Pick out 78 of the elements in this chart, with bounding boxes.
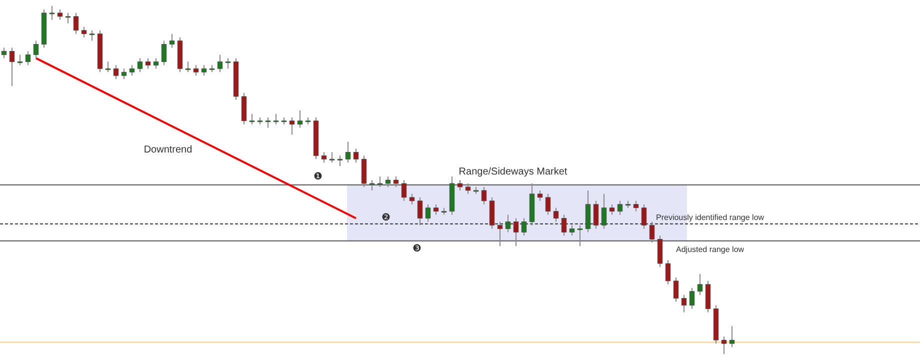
candlestick [169,33,175,48]
candlestick [513,218,519,247]
candlestick [89,30,95,42]
candlestick [721,336,727,354]
candlestick [265,116,271,128]
candlestick [697,273,703,296]
candlestick [145,58,151,70]
candlestick [369,180,375,191]
candlestick [1,47,7,59]
candlestick [329,152,335,164]
candlestick [289,116,295,136]
candlestick [193,64,199,76]
candlestick [153,58,159,70]
candlestick [401,180,407,202]
candlestick [633,200,639,212]
candlestick [25,50,31,66]
candlestick [689,287,695,310]
annotation: ❸ [412,244,422,255]
candlestick [49,6,55,20]
candlestick [569,224,575,236]
candlestick [561,214,567,236]
annotation: Downtrend [144,144,192,156]
candlestick [57,8,63,20]
annotation: ❷ [382,212,390,224]
candlestick [121,68,127,80]
candlestick [217,54,223,73]
candlestick [201,64,207,76]
candlestick [161,40,167,66]
candlestick [481,186,487,205]
candlestick [393,176,399,188]
candlestick [81,26,87,38]
candlestick [353,148,359,164]
candlestick [9,47,15,87]
candlestick [425,204,431,222]
candlestick [681,294,687,313]
candlestick [457,180,463,191]
candlestick [73,12,79,34]
candlestick [185,61,191,73]
candlestick [649,221,655,244]
candlestick [577,224,583,247]
candlestick [617,200,623,216]
candlestick [673,276,679,302]
candlestick [601,193,607,230]
candlestick [665,260,671,285]
candlestick [33,40,39,59]
candlestick [641,204,647,230]
candlestick [345,141,351,164]
candlestick [537,190,543,202]
candlestick [385,176,391,188]
candlestick [65,12,71,24]
candlestick [545,193,551,216]
candlestick [225,58,231,70]
candlestick [273,113,279,125]
candlestick [337,155,343,167]
candlestick [593,200,599,230]
candlestick [113,64,119,80]
annotation: Range/Sideways Market [458,166,568,178]
candlestick [521,218,527,236]
candlestick [465,182,471,194]
candlestick [321,152,327,164]
candlestick [505,214,511,233]
candlestick [297,110,303,128]
candlestick [377,176,383,188]
candlestick [409,193,415,205]
candlestick [729,326,735,348]
candlestick [417,196,423,226]
candlestick [553,207,559,222]
candlestick [105,61,111,73]
annotation: ❶ [314,172,322,183]
ref-line-label: Adjusted range low [676,244,744,254]
candlestick [497,221,503,247]
candlestick [609,204,615,216]
candlestick [249,113,255,125]
candlestick [129,64,135,76]
candlestick [137,58,143,73]
ref-line-label: Previously identified range low [656,212,764,222]
candlestick [433,204,439,216]
candlestick [17,54,23,66]
